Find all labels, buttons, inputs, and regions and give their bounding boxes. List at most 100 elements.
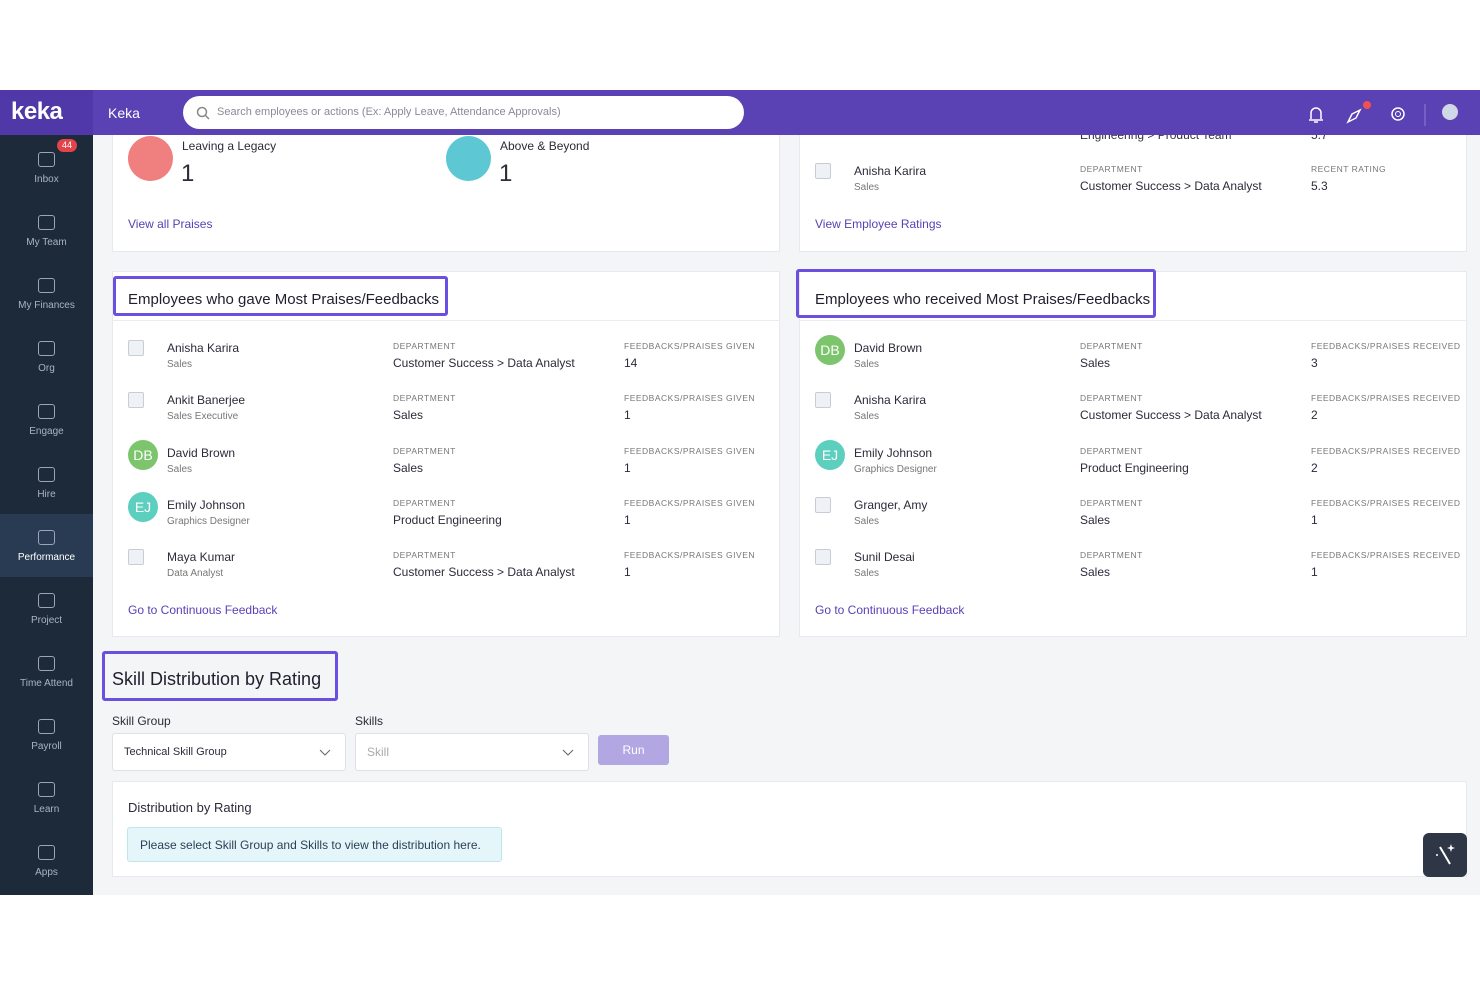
count-label: FEEDBACKS/PRAISES GIVEN — [624, 445, 756, 456]
sidebar-item[interactable]: Learn — [33, 804, 60, 815]
department: Product Engineering — [1080, 460, 1189, 475]
count-label: FEEDBACKS/PRAISES GIVEN — [624, 393, 756, 404]
praise-name: Above & Beyond — [500, 139, 590, 153]
department: Sales — [1080, 512, 1111, 527]
avatar-broken — [128, 340, 144, 356]
field-label: Skill Group — [112, 714, 171, 728]
count: 5.3 — [1311, 179, 1328, 193]
select-group[interactable]: Technical Skill Group — [112, 733, 346, 771]
employee-role: Sales — [854, 359, 880, 370]
select-value: Technical Skill Group — [124, 746, 227, 758]
view-praises-link[interactable]: View all Praises — [128, 217, 213, 231]
run-button[interactable]: Run — [598, 735, 669, 765]
department: Customer Success > Data Analyst — [393, 356, 575, 370]
department: Sales — [393, 408, 424, 423]
sidebar-icon — [38, 530, 55, 545]
info-message: Please select Skill Group and Skills to … — [140, 838, 481, 852]
sidebar-item[interactable]: Time Attend — [20, 678, 73, 689]
employee-role: Sales — [854, 411, 880, 423]
sidebar-icon — [38, 278, 55, 293]
sidebar-item[interactable]: My Team — [26, 237, 67, 248]
employee-role: Graphics Designer — [167, 515, 250, 527]
praise-name: Leaving a Legacy — [182, 139, 277, 153]
employee-name: Anisha Karira — [854, 164, 927, 178]
inbox-badge: 44 — [57, 139, 77, 152]
employee-role: Sales — [854, 515, 880, 527]
sidebar-item[interactable]: Hire — [37, 489, 56, 500]
employee-role: Sales Executive — [167, 411, 239, 423]
count: 14 — [624, 356, 638, 370]
sidebar-item[interactable]: Engage — [29, 426, 64, 437]
count: 1 — [624, 565, 631, 580]
employee-role: Sales — [167, 359, 193, 370]
sidebar-icon — [38, 719, 55, 734]
card-title: Employees who gave Most Praises/Feedback… — [128, 291, 439, 308]
department-label: DEPARTMENT — [393, 341, 456, 351]
avatar: EJ — [128, 491, 158, 522]
sidebar-icon — [38, 845, 55, 860]
count-label: FEEDBACKS/PRAISES RECEIVED — [1311, 497, 1461, 508]
logo: keka — [11, 98, 63, 125]
search-box[interactable]: Search employees or actions (Ex: Apply L… — [183, 96, 744, 129]
sidebar-active — [0, 514, 93, 577]
department-label: DEPARTMENT — [393, 497, 456, 508]
avatar: DB — [815, 335, 845, 365]
avatar-broken — [128, 392, 144, 409]
employee-name: Maya Kumar — [167, 550, 236, 565]
employee-name: Anisha Karira — [854, 393, 927, 408]
department: Customer Success > Data Analyst — [1080, 179, 1262, 193]
count-label: FEEDBACKS/PRAISES RECEIVED — [1311, 550, 1461, 561]
praise-count: 1 — [499, 160, 513, 187]
select-skills[interactable]: Skill — [355, 733, 589, 771]
avatar: DB — [128, 439, 158, 470]
sidebar-item[interactable]: Performance — [17, 552, 76, 563]
received-card — [799, 271, 1467, 637]
magic-button[interactable] — [1423, 833, 1467, 877]
department: Customer Success > Data Analyst — [1080, 408, 1262, 423]
field-label: Skills — [355, 714, 384, 728]
count: 1 — [624, 408, 631, 423]
count: 1 — [624, 512, 631, 527]
sidebar-item[interactable]: Apps — [35, 867, 58, 878]
logo-area — [0, 90, 93, 135]
avatar-broken — [128, 549, 144, 566]
count: 1 — [624, 460, 631, 475]
department-label: DEPARTMENT — [1080, 497, 1143, 508]
section-title: Skill Distribution by Rating — [112, 669, 322, 689]
employee-name: Granger, Amy — [854, 497, 928, 512]
sidebar-item[interactable]: Inbox — [34, 174, 59, 185]
avatar: EJ — [815, 439, 845, 470]
avatar-broken — [815, 496, 831, 513]
header-icon-set — [1309, 101, 1458, 126]
count: 3 — [1311, 356, 1318, 370]
title-highlight — [113, 276, 448, 316]
sidebar-icon — [38, 152, 55, 167]
sidebar-item[interactable]: Project — [30, 615, 63, 626]
praise-badge — [128, 136, 173, 181]
employee-role: Graphics Designer — [854, 463, 937, 475]
sidebar-item[interactable]: Payroll — [31, 741, 62, 752]
header-icons — [1300, 98, 1475, 130]
run-label: Run — [622, 743, 645, 757]
employee-role: Sales — [854, 182, 880, 193]
feedback-link[interactable]: Go to Continuous Feedback — [128, 603, 278, 617]
view-ratings-link[interactable]: View Employee Ratings — [815, 217, 942, 231]
department: Sales — [1080, 356, 1111, 370]
title-highlight — [796, 269, 1156, 318]
department: Sales — [393, 460, 424, 475]
sidebar-item[interactable]: My Finances — [18, 300, 75, 311]
praise-count: 1 — [181, 160, 195, 187]
department-label: DEPARTMENT — [1080, 164, 1143, 174]
sidebar-item[interactable]: Org — [38, 363, 55, 374]
info-box: Please select Skill Group and Skills to … — [127, 827, 502, 862]
employee-role: Sales — [167, 463, 193, 475]
search-icon — [196, 106, 210, 120]
count: 2 — [1311, 408, 1318, 423]
employee-name: Anisha Karira — [167, 341, 240, 355]
dist-title: Distribution by Rating — [128, 800, 252, 815]
department: Product Engineering — [393, 512, 502, 527]
feedback-link[interactable]: Go to Continuous Feedback — [815, 603, 965, 617]
sidebar-icon — [38, 656, 55, 671]
employee-role: Sales — [854, 568, 880, 580]
